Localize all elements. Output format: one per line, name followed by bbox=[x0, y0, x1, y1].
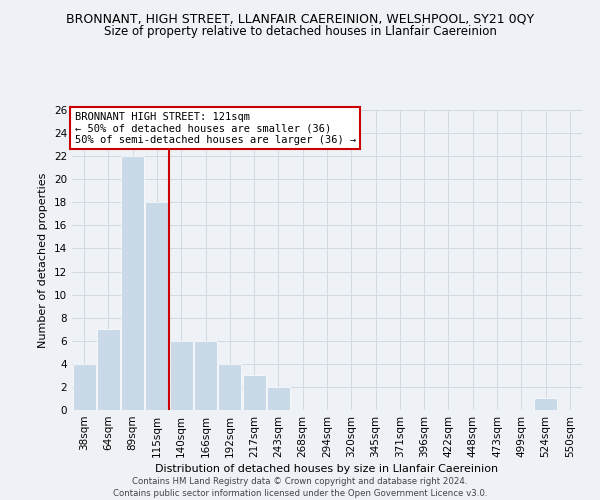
Bar bbox=[534, 398, 557, 410]
Text: Size of property relative to detached houses in Llanfair Caereinion: Size of property relative to detached ho… bbox=[104, 25, 496, 38]
Bar bbox=[218, 364, 241, 410]
Bar bbox=[267, 387, 290, 410]
Bar bbox=[97, 329, 120, 410]
Y-axis label: Number of detached properties: Number of detached properties bbox=[38, 172, 49, 348]
Text: BRONNANT HIGH STREET: 121sqm
← 50% of detached houses are smaller (36)
50% of se: BRONNANT HIGH STREET: 121sqm ← 50% of de… bbox=[74, 112, 356, 144]
Bar bbox=[73, 364, 95, 410]
X-axis label: Distribution of detached houses by size in Llanfair Caereinion: Distribution of detached houses by size … bbox=[155, 464, 499, 474]
Text: Contains HM Land Registry data © Crown copyright and database right 2024.: Contains HM Land Registry data © Crown c… bbox=[132, 478, 468, 486]
Text: BRONNANT, HIGH STREET, LLANFAIR CAEREINION, WELSHPOOL, SY21 0QY: BRONNANT, HIGH STREET, LLANFAIR CAEREINI… bbox=[66, 12, 534, 26]
Bar bbox=[242, 376, 266, 410]
Bar bbox=[194, 341, 217, 410]
Bar bbox=[170, 341, 193, 410]
Text: Contains public sector information licensed under the Open Government Licence v3: Contains public sector information licen… bbox=[113, 489, 487, 498]
Bar bbox=[145, 202, 169, 410]
Bar bbox=[121, 156, 144, 410]
